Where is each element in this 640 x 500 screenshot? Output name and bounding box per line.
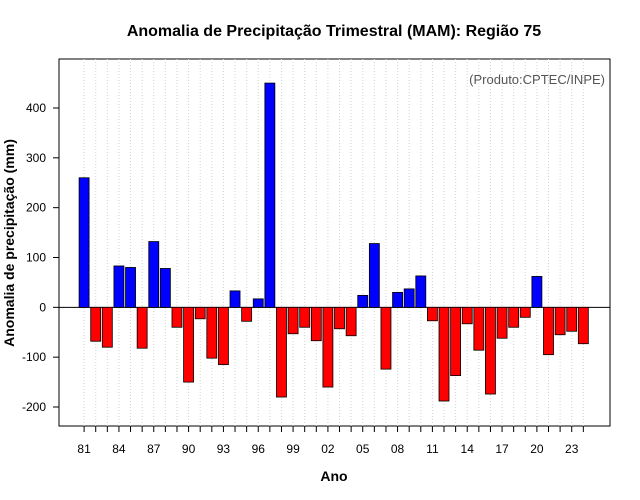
plot-area [58,58,611,427]
bar-2020 [531,276,543,308]
bar-1989 [171,306,183,328]
y-tick-label: -100 [22,350,46,364]
x-tick-label: 23 [565,442,579,456]
bar-2001 [310,306,322,342]
bar-1997 [264,82,276,308]
bar-2000 [299,306,311,328]
bar-2016 [485,306,496,395]
y-tick-label: 100 [26,251,46,265]
bar-1991 [194,306,206,320]
bar-1992 [206,306,218,359]
bar-2021 [543,306,554,356]
x-axis: 81 84 87 90 93 96 99 02 05 08 11 14 17 20 23 [77,426,584,456]
x-tick-label: 84 [112,442,126,456]
bar-1998 [276,306,287,398]
bar-1994 [229,290,241,308]
bar-2008 [392,291,403,308]
bar-2014 [461,306,473,325]
bar-2022 [554,306,566,336]
grid-lines [83,59,584,426]
bar-1999 [287,306,299,335]
y-tick-label: 400 [26,101,46,115]
x-tick-label: 02 [321,442,335,456]
bar-2005 [357,294,369,308]
bar-1981 [78,177,90,308]
bar-1987 [148,241,160,308]
bar-2018 [508,306,520,328]
y-tick-label: -200 [22,400,46,414]
bar-2015 [473,306,485,351]
x-tick-label: 96 [252,442,266,456]
x-tick-label: 14 [461,442,475,456]
x-tick-label: 08 [391,442,405,456]
bar-2024 [577,306,589,345]
bar-1984 [113,265,125,308]
bar-2006 [368,243,380,308]
x-tick-label: 17 [495,442,509,456]
bar-1982 [90,306,102,342]
bar-1986 [136,306,148,349]
bar-1983 [101,306,113,348]
x-tick-label: 90 [182,442,196,456]
y-tick-label: 300 [26,151,46,165]
bars [78,82,589,402]
x-tick-label: 20 [530,442,544,456]
x-tick-label: 81 [77,442,91,456]
bar-2009 [403,288,415,308]
x-tick-label: 99 [286,442,300,456]
bar-1988 [159,268,171,308]
bar-2004 [345,306,357,337]
bar-2017 [496,306,508,339]
bar-2002 [322,306,334,388]
bar-1990 [183,306,194,383]
bar-2007 [380,306,392,370]
source-annotation: (Produto:CPTEC/INPE) [469,72,605,87]
bar-1985 [125,267,136,308]
bar-2023 [566,306,578,332]
x-axis-title: Ano [320,468,347,484]
bar-2010 [415,275,427,308]
x-tick-label: 93 [217,442,231,456]
bar-2012 [438,306,450,402]
y-axis-title: Anomalia de precipitação (mm) [1,139,17,347]
x-tick-label: 11 [426,442,439,456]
bar-2019 [519,306,531,318]
bar-1996 [252,298,264,308]
bar-2003 [334,306,345,330]
x-tick-label: 87 [147,442,161,456]
y-tick-label: 200 [26,201,46,215]
x-tick-label: 05 [356,442,370,456]
bar-2013 [450,306,462,377]
bar-2011 [426,306,438,322]
chart-title: Anomalia de Precipitação Trimestral (MAM… [127,23,541,40]
y-tick-label: 0 [39,300,46,314]
bar-1995 [241,306,253,322]
bar-1993 [218,306,229,366]
y-axis: -200 -100 0 100 200 300 400 [22,101,59,414]
